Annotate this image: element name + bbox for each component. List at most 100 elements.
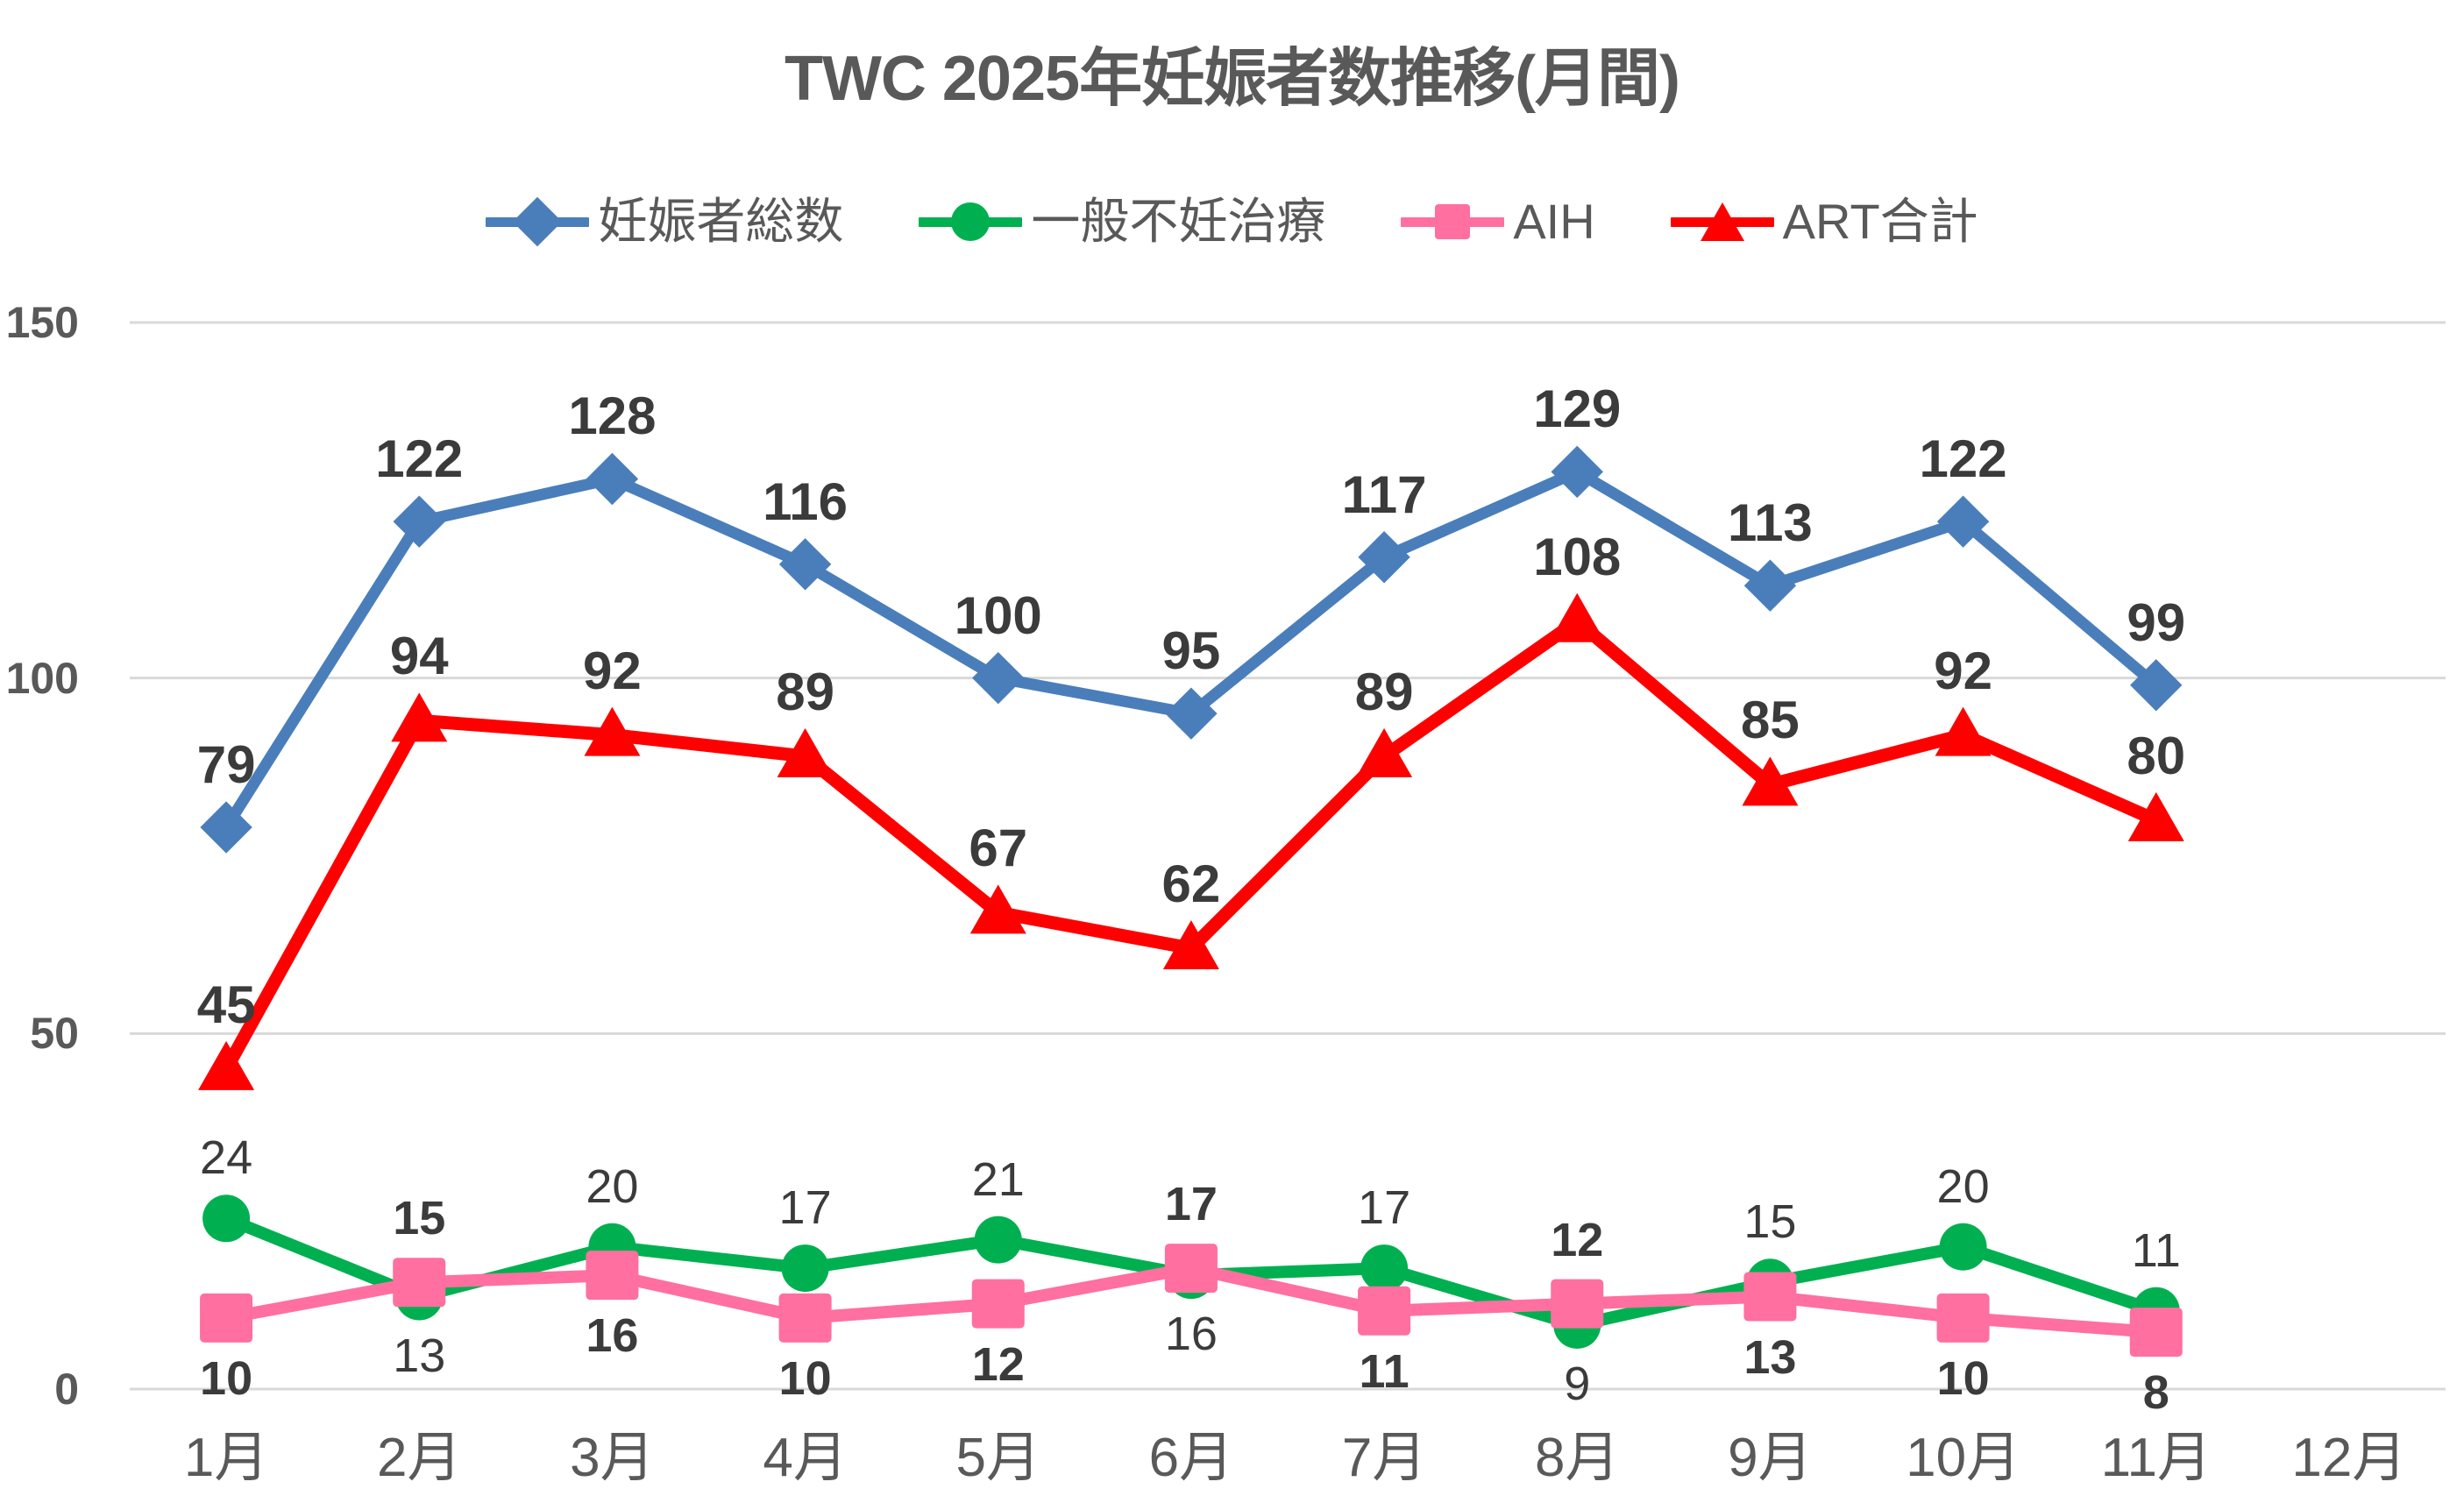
data-point-marker xyxy=(1743,1272,1797,1322)
data-point-marker xyxy=(1549,592,1606,642)
legend-item-aih[interactable]: AIH xyxy=(1401,197,1595,246)
data-point-marker xyxy=(1935,706,1992,756)
y-axis-tick-label: 50 xyxy=(30,1009,79,1059)
data-point-marker xyxy=(202,1195,251,1243)
data-point-marker xyxy=(1358,1286,1411,1336)
data-label-general: 17 xyxy=(778,1181,832,1235)
circle-marker-icon xyxy=(951,202,991,241)
data-label-general: 17 xyxy=(1358,1181,1411,1235)
data-label-total: 128 xyxy=(568,386,657,446)
data-point-marker xyxy=(778,1293,832,1343)
data-label-general: 13 xyxy=(393,1329,446,1382)
data-label-art: 108 xyxy=(1533,527,1622,586)
data-label-aih: 12 xyxy=(1551,1213,1604,1266)
data-label-general: 20 xyxy=(586,1159,639,1213)
data-label-general: 24 xyxy=(200,1131,253,1185)
data-point-marker xyxy=(1742,756,1799,806)
data-label-art: 89 xyxy=(776,662,834,721)
data-label-total: 116 xyxy=(763,471,848,531)
legend-label-total: 妊娠者総数 xyxy=(598,194,844,249)
x-axis-tick-label: 8月 xyxy=(1535,1428,1620,1488)
data-point-marker xyxy=(1165,687,1218,740)
data-label-aih: 10 xyxy=(200,1351,253,1405)
y-axis-tick-label: 100 xyxy=(5,653,79,703)
data-label-total: 113 xyxy=(1728,493,1813,553)
y-axis-tick-label: 0 xyxy=(54,1365,79,1414)
data-point-marker xyxy=(586,452,639,506)
legend-label-art: ART合計 xyxy=(1782,194,1978,249)
data-label-total: 122 xyxy=(375,429,464,489)
data-label-general: 21 xyxy=(971,1152,1025,1206)
x-axis-tick-label: 11月 xyxy=(2100,1428,2212,1488)
x-axis-tick-label: 2月 xyxy=(377,1428,462,1488)
data-point-marker xyxy=(1356,727,1413,777)
data-point-marker xyxy=(974,1216,1022,1264)
data-label-art: 94 xyxy=(389,627,449,686)
chart-title: TWC 2025年妊娠者数推移(月間) xyxy=(784,44,1680,114)
data-label-general: 11 xyxy=(2131,1223,2181,1277)
legend-item-art[interactable]: ART合計 xyxy=(1670,194,1978,249)
data-label-art: 80 xyxy=(2127,726,2186,785)
square-marker-icon xyxy=(1435,204,1471,239)
data-point-marker xyxy=(1164,1244,1218,1294)
data-point-marker xyxy=(1939,1223,1987,1271)
legend-key-art xyxy=(1670,202,1774,241)
data-point-marker xyxy=(584,706,641,756)
data-label-total: 79 xyxy=(196,735,256,795)
data-label-aih: 10 xyxy=(778,1351,832,1405)
legend-label-general: 一般不妊治療 xyxy=(1031,194,1326,249)
x-axis-tick-label: 4月 xyxy=(763,1428,848,1488)
data-point-marker xyxy=(198,1040,255,1090)
data-point-marker xyxy=(1936,495,1990,548)
data-point-marker xyxy=(2127,791,2184,841)
data-point-marker xyxy=(1551,445,1603,499)
data-label-aih: 16 xyxy=(586,1309,639,1363)
data-label-general: 9 xyxy=(1564,1357,1591,1410)
data-point-marker xyxy=(1358,531,1410,584)
x-axis-tick-label: 12月 xyxy=(2291,1428,2407,1488)
data-point-marker xyxy=(1360,1244,1409,1293)
data-point-marker xyxy=(586,1251,639,1301)
data-label-total: 129 xyxy=(1533,379,1622,439)
data-label-general: 16 xyxy=(1164,1308,1218,1361)
legend-key-general xyxy=(919,202,1023,241)
data-point-marker xyxy=(777,727,834,777)
data-label-art: 92 xyxy=(583,641,642,700)
data-point-marker xyxy=(2130,659,2183,712)
data-point-marker xyxy=(1743,559,1797,612)
data-label-art: 67 xyxy=(969,819,1028,878)
legend-item-total[interactable]: 妊娠者総数 xyxy=(486,194,844,249)
data-label-aih: 12 xyxy=(971,1337,1025,1391)
data-label-aih: 10 xyxy=(1936,1351,1990,1405)
legend-key-total xyxy=(486,196,590,247)
x-axis-tick-label: 10月 xyxy=(1906,1428,2021,1488)
legend-item-general[interactable]: 一般不妊治療 xyxy=(919,197,1325,246)
data-point-marker xyxy=(972,651,1025,705)
data-label-aih: 11 xyxy=(1359,1344,1410,1398)
data-point-marker xyxy=(1162,919,1219,969)
data-label-art: 45 xyxy=(196,975,256,1034)
data-point-marker xyxy=(393,495,445,548)
data-point-marker xyxy=(781,1244,829,1293)
data-point-marker xyxy=(778,538,832,591)
data-label-total: 99 xyxy=(2127,592,2186,652)
data-point-marker xyxy=(971,1279,1025,1329)
x-axis-tick-label: 1月 xyxy=(183,1428,269,1488)
data-label-art: 62 xyxy=(1161,854,1221,913)
x-axis-tick-label: 9月 xyxy=(1728,1428,1813,1488)
data-label-general: 15 xyxy=(1743,1195,1797,1249)
data-label-total: 117 xyxy=(1341,464,1427,524)
chart-legend: 妊娠者総数 一般不妊治療 AIH ART合計 xyxy=(0,194,2464,249)
data-label-total: 122 xyxy=(1919,429,2007,489)
triangle-marker-icon xyxy=(1700,202,1744,241)
data-label-art: 92 xyxy=(1934,641,1992,700)
data-label-art: 85 xyxy=(1741,691,1800,750)
data-label-art: 89 xyxy=(1354,662,1414,721)
data-point-marker xyxy=(393,1258,446,1308)
data-point-marker xyxy=(969,884,1026,934)
data-point-marker xyxy=(200,1293,253,1343)
legend-key-aih xyxy=(1401,204,1505,239)
data-label-aih: 15 xyxy=(393,1192,446,1245)
